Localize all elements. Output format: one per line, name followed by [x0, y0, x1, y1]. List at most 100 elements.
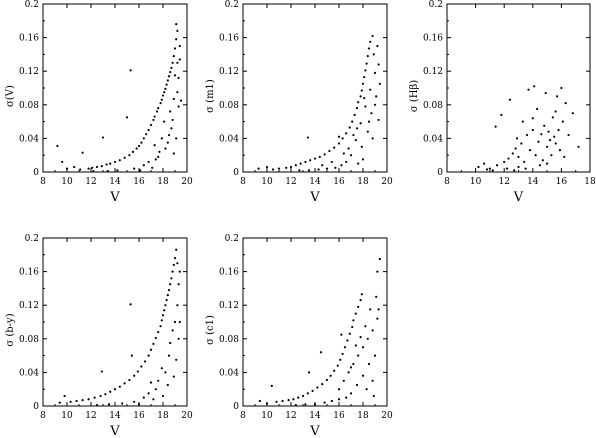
data-point [354, 344, 357, 347]
data-point [353, 113, 356, 116]
y-tick-label: 0.12 [423, 67, 443, 77]
y-tick-label: 0.12 [19, 67, 39, 77]
data-point [352, 362, 355, 366]
data-point [165, 83, 168, 86]
data-point [354, 312, 357, 315]
panel-4: 8 10 12 14 16 18 20 0 0.04 0.08 0.12 0.16 0.2 Vσ (b-y… [5, 234, 193, 438]
data-point [369, 308, 372, 311]
data-point [477, 165, 480, 169]
data-point [167, 75, 171, 78]
y-tick-label: 0.2 [225, 234, 239, 244]
y-tick-label: 0.16 [219, 268, 239, 278]
data-point [341, 137, 344, 140]
data-point [577, 145, 580, 148]
x-tick-label: 20 [381, 177, 393, 187]
x-tick-label: 18 [357, 411, 369, 421]
x-tick-label: 14 [309, 411, 321, 421]
data-point [176, 304, 179, 307]
data-point [367, 120, 371, 123]
data-point [297, 396, 300, 399]
data-point [179, 99, 183, 102]
data-point [81, 399, 84, 402]
data-point [154, 336, 157, 340]
data-point [333, 369, 336, 372]
data-point [87, 167, 90, 170]
data-point [167, 288, 171, 292]
data-point [157, 155, 160, 158]
data-point [172, 97, 175, 101]
data-point [142, 164, 145, 167]
data-point [377, 118, 380, 122]
x-tick-label: 16 [556, 177, 568, 187]
data-point [154, 388, 157, 391]
data-point [172, 54, 175, 58]
data-point [357, 354, 360, 357]
data-point [563, 155, 566, 158]
data-point [285, 166, 288, 169]
data-point [334, 166, 337, 169]
x-tick-label: 12 [285, 177, 296, 187]
data-point [365, 62, 368, 65]
data-point [175, 23, 178, 26]
data-point [167, 354, 171, 357]
data-point [330, 160, 333, 164]
data-point [147, 160, 150, 164]
data-point [109, 162, 112, 165]
y-tick-label: 0.2 [25, 0, 39, 10]
data-point [528, 149, 532, 152]
data-point [371, 34, 374, 38]
data-point [167, 133, 171, 137]
data-point [527, 88, 530, 91]
x-tick-label: 10 [61, 177, 73, 187]
y-tick-label: 0.08 [19, 101, 39, 111]
data-point [321, 383, 324, 386]
data-point [372, 394, 375, 398]
data-point [367, 47, 371, 50]
data-point [376, 317, 379, 320]
data-point [373, 71, 377, 74]
data-point [307, 169, 311, 172]
data-point [371, 329, 374, 332]
data-point [178, 58, 181, 61]
data-point [135, 147, 138, 150]
data-point [176, 91, 179, 94]
plot-frame [42, 237, 188, 407]
data-point [313, 403, 317, 406]
data-point [537, 140, 540, 143]
data-point [541, 159, 544, 162]
data-point [63, 394, 66, 398]
data-point [147, 354, 150, 357]
data-point [95, 165, 99, 169]
x-tick-label: 8 [40, 411, 46, 421]
data-point [87, 398, 90, 401]
data-point [104, 393, 107, 396]
x-tick-label: 20 [181, 411, 193, 421]
data-point [105, 163, 108, 166]
data-point [258, 399, 261, 403]
data-point [329, 374, 332, 377]
data-point [173, 47, 177, 50]
data-point [123, 382, 126, 385]
data-point [161, 314, 165, 317]
data-point [546, 145, 549, 148]
plot-frame [242, 237, 388, 407]
data-point [364, 69, 367, 72]
data-point [133, 374, 136, 377]
data-point [306, 136, 309, 139]
data-point [145, 133, 148, 136]
data-point [159, 102, 162, 105]
data-point [345, 160, 348, 164]
data-point [515, 137, 519, 140]
data-point [341, 352, 344, 356]
data-point [137, 403, 141, 406]
data-point [129, 69, 132, 72]
data-point [131, 150, 135, 153]
data-point [367, 362, 371, 366]
data-point [306, 392, 309, 395]
x-tick-label: 8 [240, 411, 246, 421]
data-point [175, 248, 178, 251]
x-axis-label: V [109, 424, 120, 438]
data-point [65, 167, 69, 170]
data-point [166, 141, 169, 144]
y-tick-label: 0 [233, 402, 239, 412]
